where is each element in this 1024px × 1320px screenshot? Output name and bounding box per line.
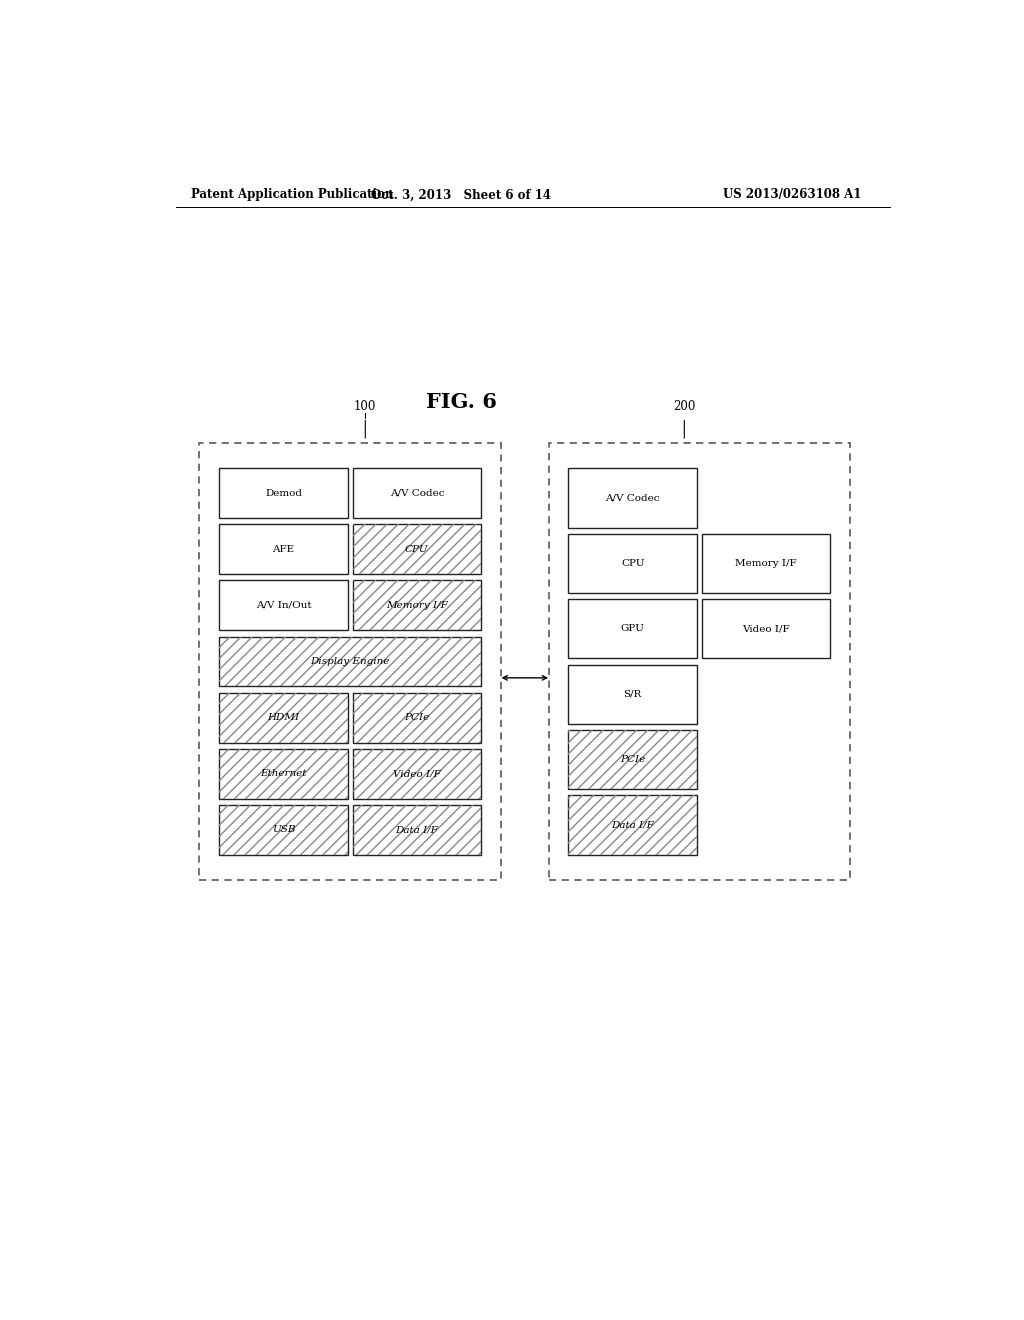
- Text: 200: 200: [673, 400, 695, 412]
- Text: A/V Codec: A/V Codec: [389, 488, 444, 498]
- Bar: [200, 444, 501, 880]
- Bar: [352, 524, 481, 574]
- Bar: [219, 805, 348, 854]
- Bar: [219, 748, 348, 799]
- Text: Ethernet: Ethernet: [260, 770, 307, 777]
- Bar: [568, 730, 697, 789]
- Text: Memory I/F: Memory I/F: [735, 558, 797, 568]
- Bar: [219, 805, 348, 854]
- Text: Video I/F: Video I/F: [742, 624, 790, 634]
- Bar: [352, 524, 481, 574]
- Bar: [352, 581, 481, 631]
- Text: US 2013/0263108 A1: US 2013/0263108 A1: [723, 189, 861, 202]
- Text: Oct. 3, 2013   Sheet 6 of 14: Oct. 3, 2013 Sheet 6 of 14: [372, 189, 551, 202]
- Text: Data I/F: Data I/F: [395, 825, 438, 834]
- Bar: [701, 533, 830, 593]
- Bar: [568, 796, 697, 854]
- Text: CPU: CPU: [621, 558, 644, 568]
- Bar: [219, 636, 481, 686]
- Bar: [352, 805, 481, 854]
- Bar: [352, 469, 481, 519]
- Text: S/R: S/R: [624, 690, 642, 698]
- Text: GPU: GPU: [621, 624, 645, 634]
- Bar: [219, 469, 348, 519]
- Bar: [219, 748, 348, 799]
- Text: Video I/F: Video I/F: [393, 770, 440, 777]
- Text: PCIe: PCIe: [404, 713, 429, 722]
- Bar: [352, 693, 481, 743]
- Bar: [352, 805, 481, 854]
- Text: Demod: Demod: [265, 488, 302, 498]
- Bar: [568, 599, 697, 659]
- Text: Patent Application Publication: Patent Application Publication: [191, 189, 394, 202]
- Text: Display Engine: Display Engine: [310, 657, 390, 667]
- Text: FIG. 6: FIG. 6: [426, 392, 497, 412]
- Bar: [568, 796, 697, 854]
- Bar: [219, 693, 348, 743]
- Bar: [701, 599, 830, 659]
- Text: A/V Codec: A/V Codec: [605, 494, 660, 503]
- Bar: [352, 693, 481, 743]
- Text: Data I/F: Data I/F: [611, 821, 654, 829]
- Bar: [568, 664, 697, 723]
- Text: HDMI: HDMI: [267, 713, 300, 722]
- Bar: [352, 581, 481, 631]
- Text: Memory I/F: Memory I/F: [386, 601, 447, 610]
- Bar: [352, 748, 481, 799]
- Text: AFE: AFE: [272, 545, 295, 554]
- Bar: [568, 469, 697, 528]
- Bar: [568, 533, 697, 593]
- Text: USB: USB: [271, 825, 295, 834]
- Text: PCIe: PCIe: [621, 755, 645, 764]
- Bar: [219, 693, 348, 743]
- Bar: [219, 524, 348, 574]
- Bar: [568, 730, 697, 789]
- Text: 100: 100: [354, 400, 377, 412]
- Bar: [219, 581, 348, 631]
- Bar: [219, 636, 481, 686]
- Text: CPU: CPU: [406, 545, 429, 554]
- Bar: [549, 444, 850, 880]
- Text: A/V In/Out: A/V In/Out: [256, 601, 311, 610]
- Bar: [352, 748, 481, 799]
